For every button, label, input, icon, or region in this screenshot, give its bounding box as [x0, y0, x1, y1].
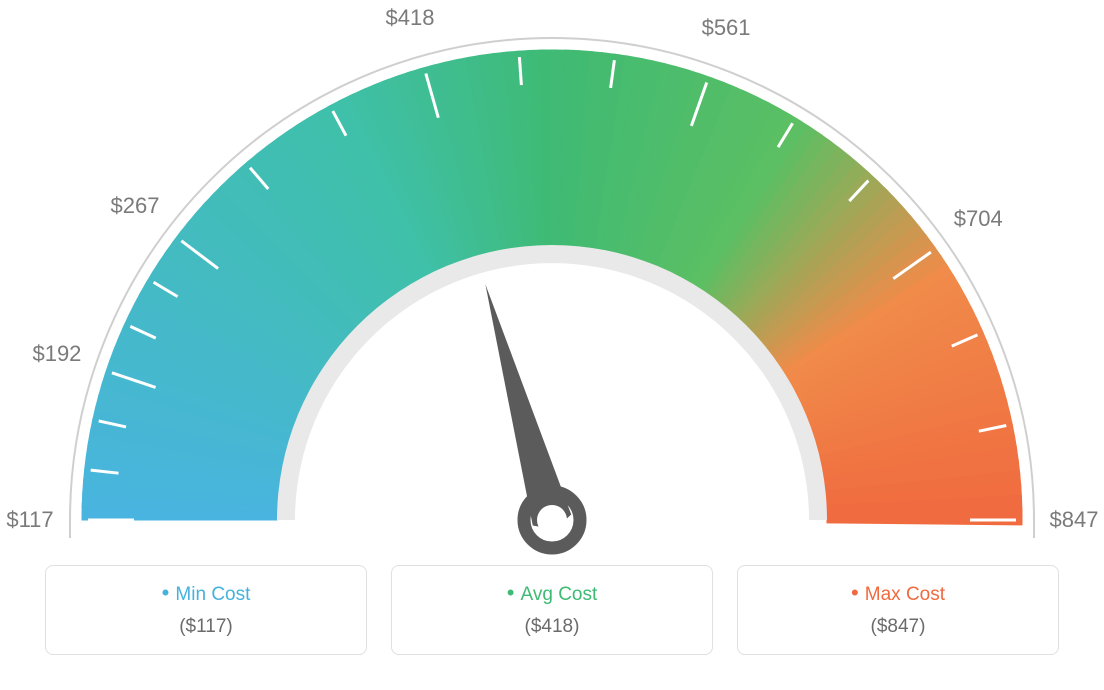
- legend-avg-value: ($418): [402, 616, 702, 638]
- gauge-tick-label: $267: [111, 193, 160, 219]
- gauge-tick-label: $704: [954, 206, 1003, 232]
- legend-min-label: Min Cost: [56, 580, 356, 606]
- legend-max-label: Max Cost: [748, 580, 1048, 606]
- gauge-tick-label: $561: [702, 15, 751, 41]
- legend-card-avg: Avg Cost ($418): [391, 565, 713, 655]
- gauge-tick-label: $192: [32, 341, 81, 367]
- gauge-tick-label: $418: [386, 5, 435, 31]
- legend-card-min: Min Cost ($117): [45, 565, 367, 655]
- gauge-tick-label: $847: [1050, 507, 1099, 533]
- legend-row: Min Cost ($117) Avg Cost ($418) Max Cost…: [45, 565, 1059, 655]
- gauge-tick-label: $117: [6, 507, 53, 533]
- legend-avg-label: Avg Cost: [402, 580, 702, 606]
- legend-card-max: Max Cost ($847): [737, 565, 1059, 655]
- legend-min-value: ($117): [56, 616, 356, 638]
- legend-max-value: ($847): [748, 616, 1048, 638]
- gauge-chart: $117 $192 $267 $418 $561 $704 $847: [0, 0, 1104, 560]
